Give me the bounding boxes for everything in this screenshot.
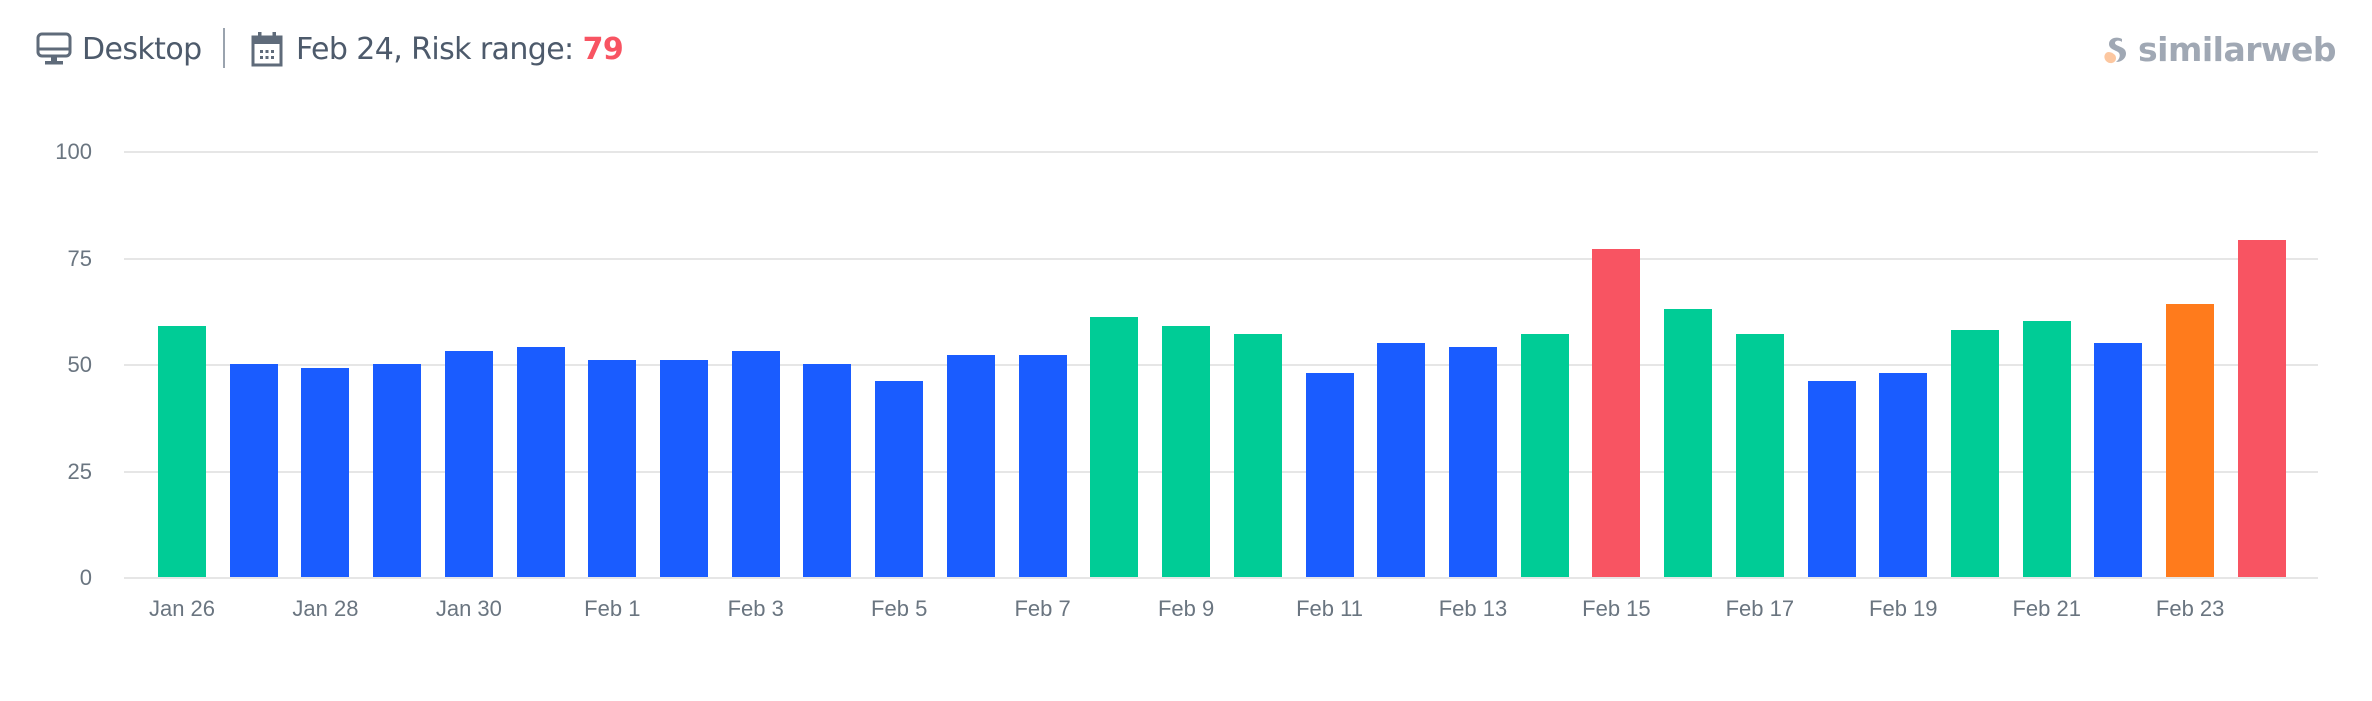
x-tick-label: Jan 30 <box>435 596 502 621</box>
bar-jan-29[interactable] <box>373 364 422 577</box>
bar-feb-5[interactable] <box>875 381 924 577</box>
x-tick-label: Feb 1 <box>584 596 641 621</box>
bar-feb-8[interactable] <box>1090 317 1139 577</box>
similarweb-logo-text: similarweb <box>2138 30 2337 69</box>
x-tick-label: Jan 28 <box>292 596 359 621</box>
bar-feb-19[interactable] <box>1879 372 1928 577</box>
bar-feb-4[interactable] <box>803 364 852 577</box>
device-filter: Desktop <box>36 28 202 70</box>
device-label: Desktop <box>82 31 202 67</box>
x-tick-label: Feb 19 <box>1869 596 1938 621</box>
header-divider <box>223 28 225 68</box>
gridline <box>124 257 2318 260</box>
bar-feb-10[interactable] <box>1233 334 1282 577</box>
y-tick-label: 0 <box>79 565 92 590</box>
gridline <box>124 470 2318 473</box>
y-tick-label: 75 <box>67 245 92 271</box>
date-risk-info: Feb 24, Risk range: 79 <box>251 28 624 70</box>
x-tick-label: Feb 15 <box>1582 596 1651 621</box>
bar-feb-14[interactable] <box>1520 334 1569 577</box>
bar-feb-12[interactable] <box>1377 342 1426 577</box>
bar-feb-13[interactable] <box>1448 346 1497 577</box>
bar-feb-17[interactable] <box>1735 334 1784 577</box>
bar-jan-31[interactable] <box>516 346 565 577</box>
bar-feb-2[interactable] <box>660 359 709 577</box>
x-tick-label: Jan 26 <box>148 596 216 621</box>
gridline <box>124 151 2318 153</box>
chart-header: Desktop Feb 24, Risk range: 79 <box>0 0 2372 100</box>
bar-feb-24[interactable] <box>2237 240 2286 577</box>
x-tick-label: Feb 5 <box>871 596 928 621</box>
bar-jan-26[interactable] <box>158 325 206 577</box>
x-tick-label: Feb 9 <box>1157 596 1215 621</box>
date-label: Feb 24, Risk range: <box>296 31 574 67</box>
bar-feb-21[interactable] <box>2022 321 2071 577</box>
similarweb-logo: similarweb <box>2100 30 2337 69</box>
bar-feb-11[interactable] <box>1305 372 1354 577</box>
gridline <box>124 364 2318 366</box>
bar-feb-16[interactable] <box>1664 308 1713 577</box>
x-tick-label: Feb 17 <box>1725 596 1795 621</box>
bar-feb-20[interactable] <box>1951 329 1999 577</box>
x-tick-label: Feb 3 <box>727 596 784 621</box>
desktop-monitor-icon <box>36 31 72 67</box>
bar-feb-9[interactable] <box>1162 325 1211 577</box>
bar-feb-1[interactable] <box>588 359 637 577</box>
gridline <box>124 577 2318 579</box>
x-tick-label: Feb 7 <box>1014 596 1071 621</box>
calendar-icon <box>251 31 283 67</box>
y-tick-label: 50 <box>67 352 92 377</box>
bar-feb-15[interactable] <box>1592 248 1641 577</box>
x-tick-label: Feb 11 <box>1296 596 1363 621</box>
x-tick-label: Feb 21 <box>2012 596 2081 621</box>
y-tick-label: 100 <box>55 139 92 164</box>
bar-feb-22[interactable] <box>2094 342 2143 577</box>
x-tick-label: Feb 23 <box>2155 596 2225 621</box>
bar-jan-30[interactable] <box>444 351 493 577</box>
bar-jan-27[interactable] <box>229 364 278 577</box>
x-tick-label: Feb 13 <box>1438 596 1508 621</box>
y-tick-label: 25 <box>67 458 92 484</box>
bar-jan-28[interactable] <box>301 368 350 577</box>
bar-feb-6[interactable] <box>946 355 995 577</box>
bar-feb-18[interactable] <box>1807 381 1856 577</box>
bar-feb-7[interactable] <box>1018 355 1067 577</box>
similarweb-logo-icon <box>2100 35 2130 65</box>
bar-feb-23[interactable] <box>2166 304 2215 577</box>
bar-feb-3[interactable] <box>731 351 780 577</box>
risk-value: 79 <box>582 31 624 67</box>
